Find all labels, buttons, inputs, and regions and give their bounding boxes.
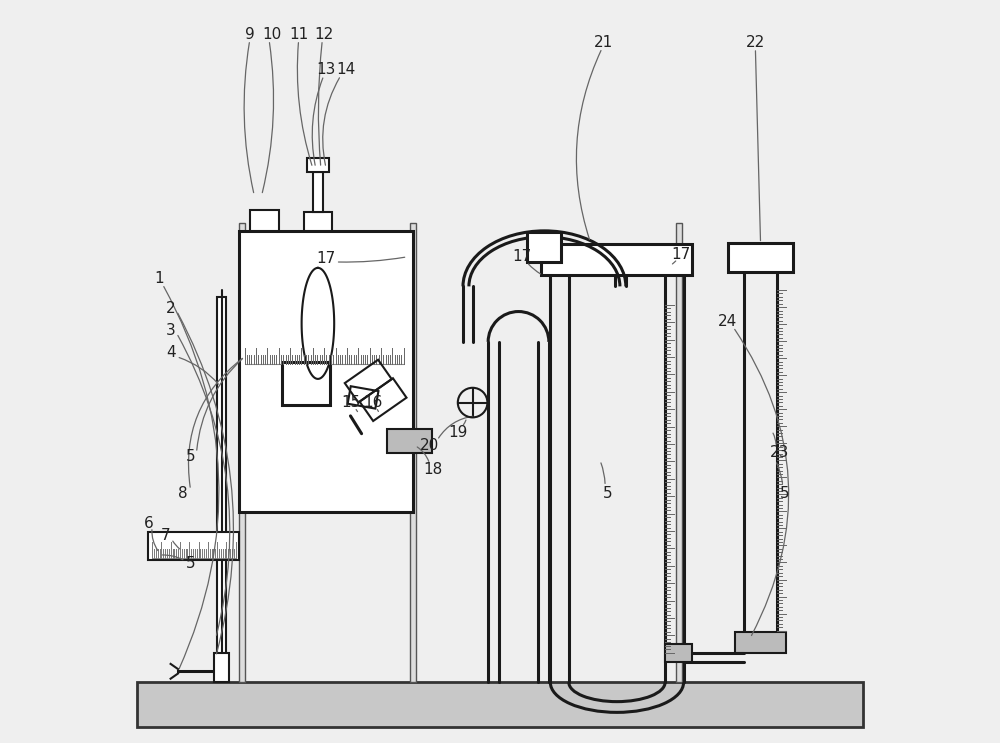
Bar (728, 244, 793, 272)
Bar (217, 297, 226, 682)
Text: 3: 3 (166, 323, 175, 338)
Text: 14: 14 (336, 62, 356, 77)
Bar (304, 212, 332, 231)
Text: 16: 16 (363, 395, 382, 410)
Text: 17: 17 (316, 251, 336, 267)
Bar (214, 653, 229, 682)
Bar (307, 158, 329, 172)
Text: 10: 10 (262, 27, 282, 42)
Bar (313, 172, 323, 212)
Bar (527, 233, 561, 262)
Text: 1: 1 (155, 271, 164, 287)
Text: 7: 7 (161, 528, 170, 543)
Text: 11: 11 (289, 27, 308, 42)
Bar (282, 362, 330, 405)
Text: 5: 5 (186, 557, 195, 571)
Bar (410, 224, 416, 682)
Text: 22: 22 (746, 35, 765, 50)
Text: 5: 5 (603, 486, 612, 501)
Text: 21: 21 (594, 35, 613, 50)
Bar (137, 682, 863, 727)
Text: 15: 15 (341, 395, 360, 410)
Text: 18: 18 (424, 461, 443, 477)
Bar (239, 224, 245, 682)
Text: 20: 20 (420, 438, 439, 453)
Text: 4: 4 (166, 345, 175, 360)
Text: 5: 5 (780, 486, 790, 501)
Text: 8: 8 (178, 486, 188, 501)
Text: 17: 17 (513, 249, 532, 265)
Bar (148, 532, 239, 560)
Text: 2: 2 (166, 301, 175, 316)
Text: 23: 23 (770, 445, 789, 461)
Text: 9: 9 (245, 27, 255, 42)
Text: 12: 12 (314, 27, 333, 42)
Bar (665, 644, 692, 662)
Bar (676, 224, 682, 682)
Bar (250, 210, 279, 231)
Text: 5: 5 (186, 449, 195, 464)
Bar (387, 429, 432, 453)
Text: 6: 6 (144, 516, 153, 531)
Bar (239, 231, 413, 512)
Bar (735, 632, 786, 653)
Text: 17: 17 (672, 247, 691, 262)
Text: 13: 13 (316, 62, 336, 77)
Text: 24: 24 (718, 314, 738, 329)
Bar (541, 244, 692, 275)
Text: 19: 19 (448, 425, 467, 440)
